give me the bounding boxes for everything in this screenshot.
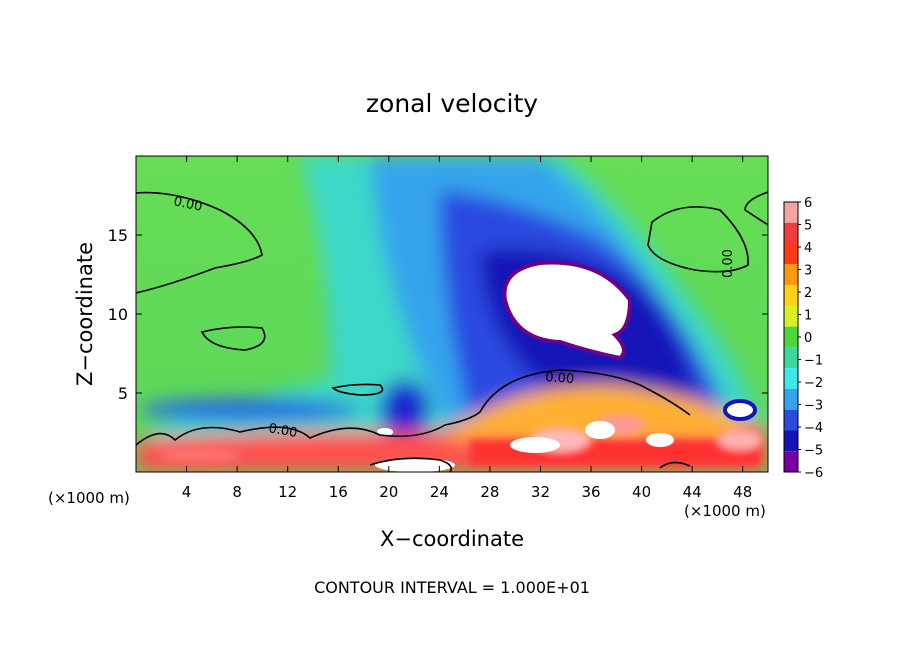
contour-lowlevel xyxy=(136,369,691,446)
colorbar-tick-label: −1 xyxy=(804,354,823,369)
contour-label: 0.00 xyxy=(267,421,298,441)
field-jet-blue xyxy=(380,380,430,440)
colorbar-tick-label: −6 xyxy=(804,466,823,481)
contour-surface-small xyxy=(369,457,453,472)
colorbar-tick-label: 0 xyxy=(804,331,812,346)
plot-area xyxy=(136,156,768,472)
colorbar-swatch xyxy=(784,409,798,431)
x-tick-label: 36 xyxy=(581,483,600,501)
x-tick-label: 20 xyxy=(379,483,398,501)
colorbar-swatch xyxy=(784,243,798,265)
x-tick-label: 8 xyxy=(232,483,242,501)
contour-label: 0.00 xyxy=(545,370,575,387)
colorbar-tick-label: 2 xyxy=(804,286,812,301)
saturated-negative-core xyxy=(502,260,633,361)
chart-title: zonal velocity xyxy=(366,89,538,118)
colorbar-tick-label: 5 xyxy=(804,219,812,234)
x-unit-left: (×1000 m) xyxy=(48,489,130,507)
colorbar-tick-label: −3 xyxy=(804,399,823,414)
contour-surface-right xyxy=(659,461,691,469)
contour-label: 0.00 xyxy=(721,249,736,278)
colorbar-swatch xyxy=(784,347,798,369)
x-tick-label: 48 xyxy=(733,483,752,501)
colorbar-swatch xyxy=(784,222,798,244)
colorbar-tick-label: 1 xyxy=(804,309,812,324)
contour-upper-right xyxy=(647,206,749,273)
saturated-patch-surface-5 xyxy=(377,428,393,436)
colorbar-tick-label: −5 xyxy=(804,444,823,459)
x-tick-label: 44 xyxy=(683,483,702,501)
contour-labels: 0.00 0.00 0.00 0.00 xyxy=(172,194,736,441)
x-tick-label: 24 xyxy=(430,483,449,501)
x-tick-label: 4 xyxy=(182,483,192,501)
colorbar-swatch xyxy=(784,285,798,306)
colorbar-swatch xyxy=(784,202,798,223)
x-tick-label: 32 xyxy=(531,483,550,501)
x-tick-label: 16 xyxy=(329,483,348,501)
y-axis-label: Z−coordinate xyxy=(73,242,97,386)
y-tick-label: 10 xyxy=(108,305,128,324)
contour-loop-left xyxy=(200,326,266,351)
y-axis: 5 10 15 xyxy=(108,226,768,403)
saturated-patch-surface-2 xyxy=(585,421,615,439)
saturated-patch-surface-1 xyxy=(510,437,560,453)
colorbar-tick-label: 6 xyxy=(804,196,812,211)
hotspot-d xyxy=(160,447,240,463)
colorbar: 6 5 4 3 2 1 0 −1 −2 −3 −4 −5 −6 xyxy=(783,196,823,481)
colorbar-tick-label: −2 xyxy=(804,376,823,391)
contour-interval-note: CONTOUR INTERVAL = 1.000E+01 xyxy=(314,578,590,597)
x-axis-label: X−coordinate xyxy=(380,527,524,551)
colorbar-swatch xyxy=(784,368,798,389)
contour-upper-left xyxy=(136,191,263,294)
field-surface-orange xyxy=(450,384,740,440)
field-lowlevel-blue xyxy=(140,398,360,422)
saturated-patch-right xyxy=(723,399,757,421)
x-tick-label: 40 xyxy=(632,483,651,501)
saturated-patch-surface-4 xyxy=(375,458,455,472)
contour-label: 0.00 xyxy=(172,194,203,215)
colorbar-swatch xyxy=(784,451,798,472)
contour-loop-mid xyxy=(331,383,384,396)
y-tick-label: 15 xyxy=(108,226,128,245)
colorbar-tick-label: 3 xyxy=(804,264,812,279)
x-tick-label: 12 xyxy=(278,483,297,501)
contour-right-edge xyxy=(744,191,768,226)
x-unit-right: (×1000 m) xyxy=(684,502,766,520)
colorbar-swatch xyxy=(784,264,798,286)
colorbar-tick-label: −4 xyxy=(804,421,823,436)
x-axis: 4 8 12 16 20 24 28 32 36 40 44 48 xyxy=(182,156,752,501)
colorbar-swatch xyxy=(784,388,798,410)
colorbar-swatch xyxy=(784,305,798,327)
zero-contours xyxy=(136,191,768,472)
colorbar-swatch xyxy=(784,326,798,348)
y-tick-label: 5 xyxy=(118,384,128,403)
colorbar-tick-label: 4 xyxy=(804,241,812,256)
colorbar-swatch xyxy=(784,430,798,452)
saturated-patch-surface-3 xyxy=(646,433,674,447)
hotspot-c xyxy=(718,430,762,450)
x-tick-label: 28 xyxy=(480,483,499,501)
